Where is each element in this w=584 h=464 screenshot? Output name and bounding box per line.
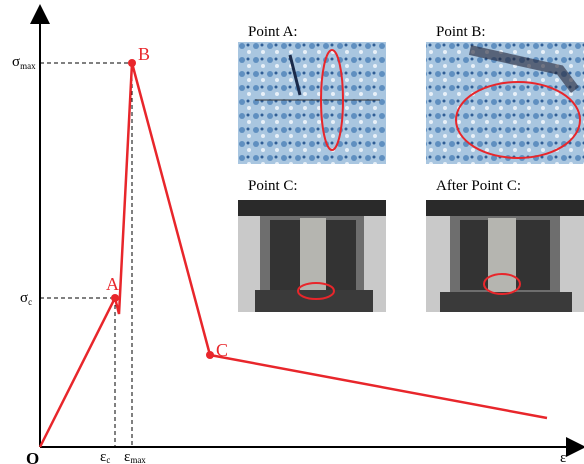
photo-title: Point A:: [248, 24, 298, 40]
subscript: max: [130, 455, 146, 464]
photo-b: [426, 42, 584, 164]
origin-label: O: [26, 449, 39, 464]
diagram: A B C O ε σmax σc εc εmax Point A: Point…: [0, 0, 584, 464]
subscript: c: [28, 297, 32, 307]
photo-a: [238, 42, 386, 164]
subscript: max: [20, 61, 36, 71]
photo-title: After Point C:: [436, 178, 521, 194]
photo-c: [238, 200, 386, 312]
x-symbol: ε: [560, 450, 566, 464]
eps-c-label: εc: [100, 449, 110, 464]
point-label: A: [106, 274, 119, 294]
point-b-marker: [128, 59, 136, 67]
point-a-marker: [111, 294, 119, 302]
symbol: σ: [12, 54, 20, 70]
photo-after-c: [426, 200, 584, 312]
subscript: c: [106, 455, 110, 464]
sigma-max-label: σmax: [12, 54, 36, 71]
photo-title: Point C:: [248, 178, 298, 194]
photo-title: Point B:: [436, 24, 486, 40]
point-c-marker: [206, 351, 214, 359]
sigma-c-label: σc: [20, 290, 32, 307]
guides: [40, 63, 132, 447]
point-label: C: [216, 340, 228, 360]
point-label: B: [138, 44, 150, 64]
symbol: σ: [20, 290, 28, 306]
eps-max-label: εmax: [124, 449, 146, 464]
